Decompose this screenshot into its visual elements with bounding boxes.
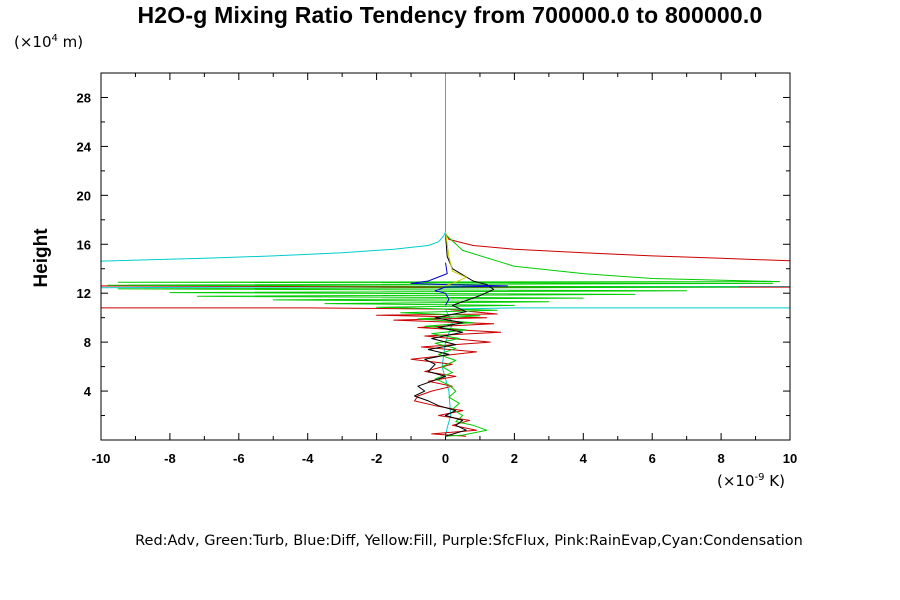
x-tick-label: -2 (371, 451, 383, 466)
y-axis-unit: (×104 m) (14, 33, 84, 51)
legend-text: Red:Adv, Green:Turb, Blue:Diff, Yellow:F… (135, 533, 803, 549)
series-line-net (414, 234, 495, 437)
series-line-fill (445, 231, 467, 287)
x-tick-label: 8 (717, 451, 724, 466)
series-line-turb (107, 234, 781, 437)
x-tick-label: 0 (442, 451, 449, 466)
y-tick-label: 4 (84, 384, 92, 399)
y-tick-label: 20 (77, 188, 91, 203)
x-tick-label: 6 (649, 451, 656, 466)
series-line-diff (410, 262, 508, 306)
x-tick-label: -4 (302, 451, 314, 466)
x-tick-label: -6 (233, 451, 245, 466)
x-tick-label: -8 (164, 451, 176, 466)
series-line-condensation (100, 73, 791, 437)
x-tick-label: 10 (783, 451, 797, 466)
y-tick-label: 16 (77, 237, 91, 252)
x-tick-label: 4 (580, 451, 588, 466)
y-tick-label: 28 (77, 90, 91, 105)
x-axis-unit: (×10-9 K) (717, 472, 785, 490)
x-tick-label: 2 (511, 451, 518, 466)
y-tick-label: 12 (77, 286, 91, 301)
y-tick-label: 8 (84, 335, 91, 350)
chart-title: H2O-g Mixing Ratio Tendency from 700000.… (137, 2, 763, 28)
y-tick-label: 24 (77, 139, 92, 154)
x-tick-label: -10 (92, 451, 111, 466)
plot-frame (100, 72, 791, 441)
